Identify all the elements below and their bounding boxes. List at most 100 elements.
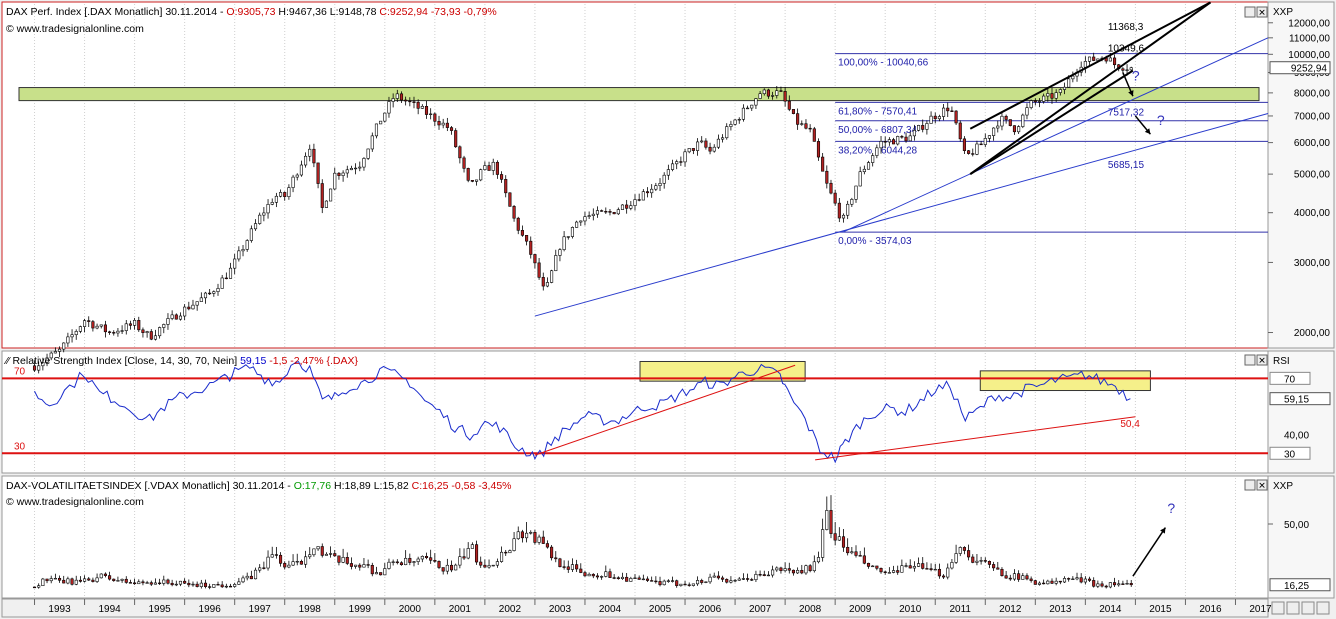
candle	[358, 166, 362, 169]
vdax-candle	[141, 581, 145, 584]
vdax-candle	[495, 561, 499, 566]
candle	[1004, 115, 1008, 120]
scroll-right-icon[interactable]	[1316, 601, 1330, 615]
vdax-candle	[370, 565, 374, 575]
candle	[604, 211, 608, 213]
close-icon[interactable]	[1256, 6, 1268, 18]
candle	[666, 169, 670, 176]
candle	[341, 172, 345, 176]
vdax-candle	[208, 586, 212, 588]
year-label: 2017	[1249, 604, 1272, 615]
zoom-in-icon[interactable]	[1286, 601, 1300, 615]
vdax-panel-buttons[interactable]: ✕	[1244, 479, 1268, 491]
candle	[637, 199, 641, 201]
vdax-candle	[441, 567, 445, 572]
candle	[575, 221, 579, 228]
vdax-candle	[708, 576, 712, 583]
vdax-candle	[1012, 573, 1017, 580]
candle	[116, 330, 120, 334]
candle	[216, 288, 220, 292]
scroll-left-icon[interactable]	[1271, 601, 1285, 615]
candle	[153, 335, 158, 340]
close-icon[interactable]	[1256, 354, 1268, 366]
vdax-candle	[712, 575, 716, 578]
vdax-candle	[971, 556, 975, 563]
candle	[387, 101, 391, 114]
vdax-candle	[641, 578, 645, 581]
vdax-candle	[992, 564, 996, 569]
year-label: 1996	[199, 604, 222, 615]
zoom-out-icon[interactable]	[1301, 601, 1315, 615]
vdax-candle	[220, 584, 224, 588]
candle	[320, 183, 324, 208]
year-label: 2014	[1099, 604, 1122, 615]
vdax-candle	[733, 579, 737, 582]
year-label: 2011	[949, 604, 971, 615]
candle	[233, 258, 237, 269]
vdax-candle	[891, 570, 896, 573]
vdax-candle	[787, 568, 791, 571]
vdax-candle	[537, 536, 541, 543]
vdax-candle	[91, 579, 95, 582]
zoom-controls[interactable]	[1271, 601, 1330, 615]
candle	[554, 255, 558, 272]
vdax-candle	[487, 565, 491, 568]
candle	[716, 138, 720, 148]
fib-label: 0,00% - 3574,03	[838, 236, 912, 247]
vdax-candle	[1062, 578, 1067, 583]
candle	[416, 101, 420, 109]
year-label: 1999	[349, 604, 372, 615]
candle	[766, 89, 770, 97]
candle	[274, 195, 278, 203]
vdax-candle	[983, 560, 987, 562]
candle	[424, 106, 429, 115]
close-icon[interactable]	[1256, 479, 1268, 491]
vdax-candle	[587, 573, 591, 577]
candle	[183, 306, 187, 317]
vdax-candle	[299, 560, 303, 565]
candle	[962, 138, 966, 151]
vdax-candle	[70, 578, 74, 585]
candle	[91, 321, 95, 329]
year-label: 2015	[1149, 604, 1172, 615]
price-panel-buttons[interactable]: ✕	[1244, 6, 1268, 18]
candle	[1050, 93, 1054, 99]
year-label: 2000	[399, 604, 422, 615]
candle	[775, 90, 779, 96]
candle	[516, 217, 520, 231]
vdax-candle	[1050, 580, 1054, 584]
candle	[191, 304, 195, 310]
vdax-candle	[41, 578, 45, 587]
vdax-candle	[541, 536, 545, 544]
vdax-candle	[395, 561, 399, 564]
vdax-candle	[829, 510, 833, 534]
vdax-candle	[374, 572, 379, 575]
fib-label: 100,00% - 10040,66	[838, 58, 929, 69]
candle	[804, 123, 808, 129]
candle	[558, 249, 562, 256]
maximize-icon[interactable]	[1244, 6, 1256, 18]
vdax-candle	[679, 583, 683, 586]
maximize-icon[interactable]	[1244, 479, 1256, 491]
vdax-candle	[562, 566, 566, 568]
vdax-candle	[53, 577, 57, 580]
candle	[821, 156, 825, 172]
candle	[299, 164, 303, 176]
vdax-candle	[595, 575, 600, 578]
candle	[566, 236, 570, 238]
vdax-candle	[474, 544, 479, 563]
maximize-icon[interactable]	[1244, 354, 1256, 366]
candle	[195, 301, 199, 306]
vdax-candle	[433, 560, 437, 562]
channel-top	[969, 1, 1211, 130]
candle	[700, 140, 704, 143]
vdax-candle	[233, 584, 237, 587]
candle	[704, 140, 708, 148]
candle	[458, 146, 462, 159]
vdax-candle	[754, 574, 758, 581]
candle	[128, 323, 132, 326]
candle	[224, 277, 228, 280]
rsi-panel-buttons[interactable]: ✕	[1244, 354, 1268, 366]
vdax-candle	[87, 578, 91, 581]
year-label: 2009	[849, 604, 872, 615]
